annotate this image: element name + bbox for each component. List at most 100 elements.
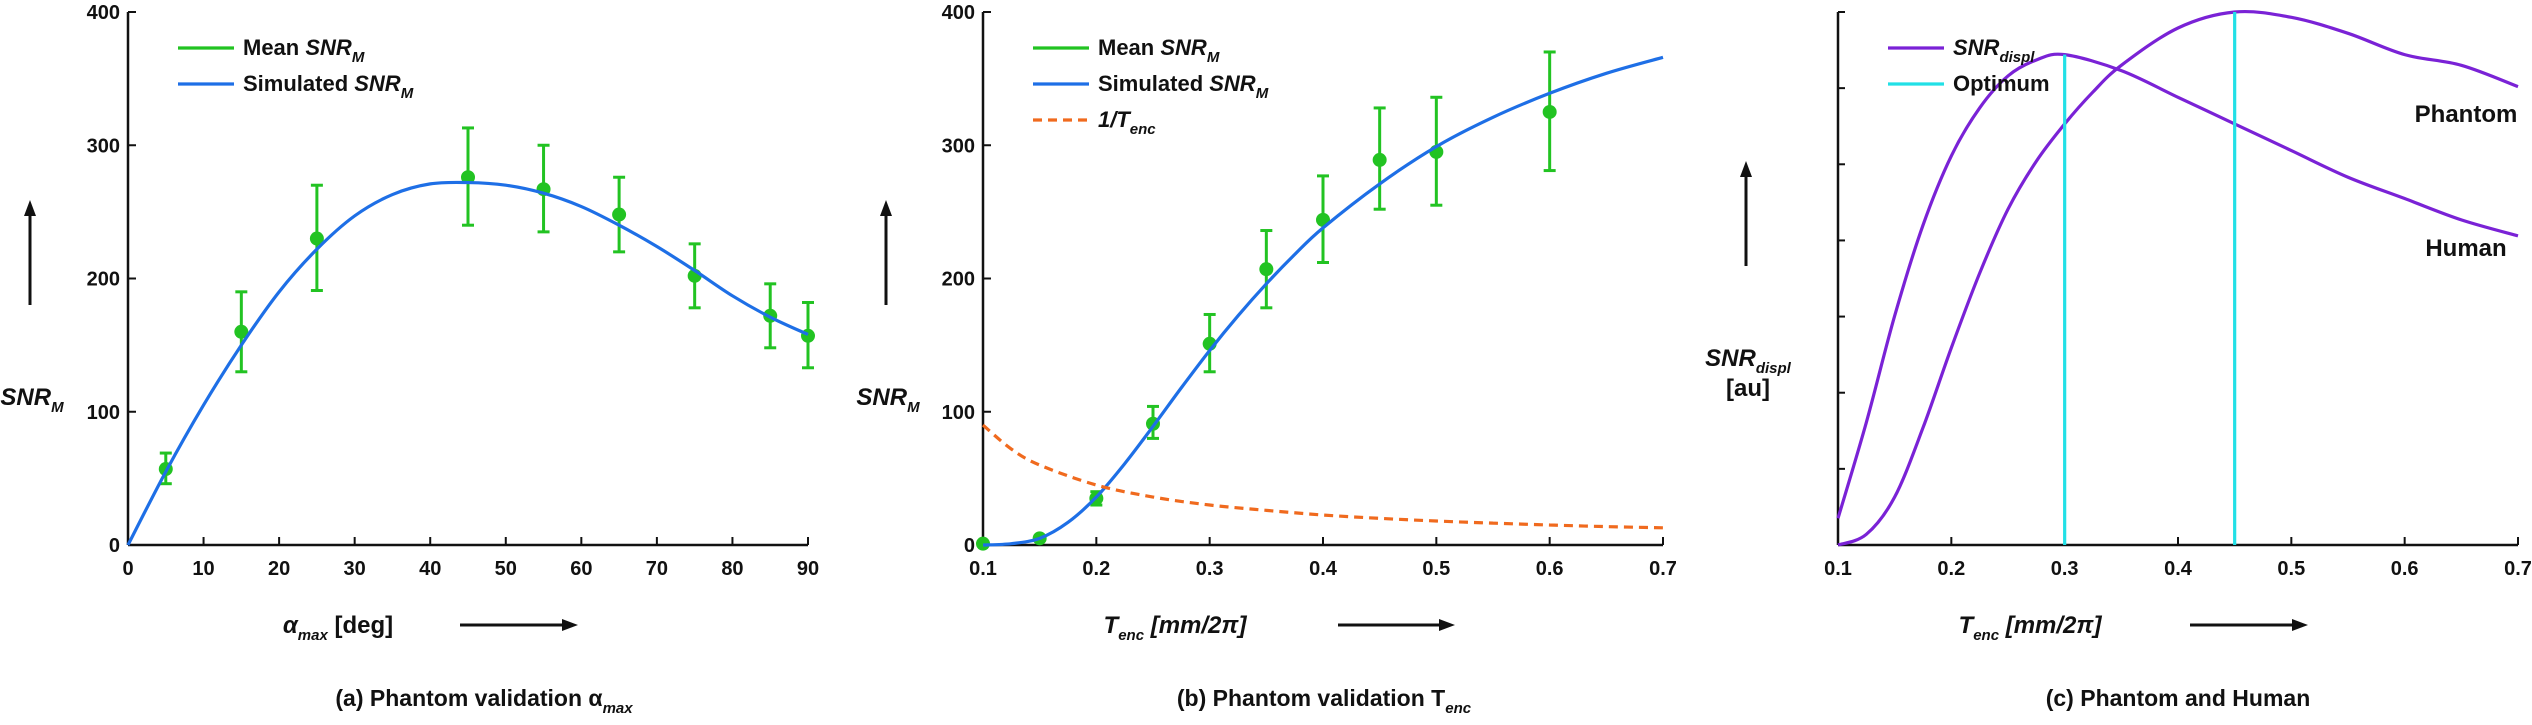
x-tick-label: 80 — [721, 558, 743, 580]
x-axis-label: αmax [deg] — [283, 612, 393, 644]
x-tick-label: 0.6 — [2391, 558, 2419, 580]
panel-caption: (c) Phantom and Human — [2046, 685, 2311, 711]
x-axis-label-main: α — [283, 612, 299, 639]
legend-entry: Mean SNRM — [243, 35, 365, 66]
x-tick-label: 0.3 — [1196, 558, 1224, 580]
legend-entry: Simulated SNRM — [1098, 71, 1269, 102]
legend-entry: SNRdispl — [1953, 35, 2035, 66]
x-tick-label: 0.1 — [1824, 558, 1852, 580]
chart-panel-3: 0.1 0.2 0.3 0.4 0.5 0.6 0.7SNRdisplOptimumTenc… — [1705, 9, 2532, 711]
mean-marker — [309, 231, 324, 246]
x-axis-label-rest: [mm/2π] — [1144, 612, 1247, 639]
legend-name: SNR — [1953, 35, 2000, 60]
legend-name-prefix: Simulated — [243, 71, 354, 96]
x-tick-label: 30 — [344, 558, 366, 580]
x-tick-label: 0.4 — [1309, 558, 1338, 580]
legend-name-sub: displ — [1999, 49, 2035, 66]
x-tick-label: 0.1 — [969, 558, 997, 580]
chart-panel-1: 0 100 200 300 400 0 10 20 30 40 50 60 70 80 90 Mean SNR… — [0, 2, 819, 717]
series-line-simulated — [982, 55, 1664, 547]
x-tick-label: 0.3 — [2051, 558, 2079, 580]
y-axis-label: SNRM — [0, 384, 64, 416]
panel-caption-main: (b) Phantom validation T — [1177, 685, 1445, 711]
x-tick-label: 60 — [570, 558, 592, 580]
legend-name-symbol: SNR — [1209, 71, 1256, 96]
x-axis-label-sub: enc — [1973, 627, 2000, 644]
x-axis-arrow-head — [2292, 619, 2308, 631]
panel-caption: (b) Phantom validation Tenc — [1177, 685, 1472, 717]
legend-name: Optimum — [1953, 71, 2050, 96]
legend-entry: Mean SNRM — [1098, 35, 1220, 66]
x-axis-label-rest: [deg] — [328, 612, 393, 639]
data-point — [461, 126, 475, 227]
legend-name-sub: enc — [1130, 121, 1157, 138]
legend-name-symbol: 1/T — [1098, 107, 1131, 132]
x-tick-label: 0.6 — [1536, 558, 1564, 580]
x-tick-label: 0.2 — [1082, 558, 1110, 580]
panel-caption: (a) Phantom validation αmax — [335, 685, 633, 717]
y-axis-label-main: SNR — [1705, 345, 1756, 372]
data-point — [1316, 174, 1330, 265]
y-tick-label: 300 — [87, 135, 120, 157]
x-tick-label: 0 — [122, 558, 133, 580]
y-tick-label: 0 — [109, 535, 120, 557]
y-axis-arrow-head — [1740, 161, 1752, 177]
x-tick-label: 0.7 — [1649, 558, 1677, 580]
legend-name-prefix: Simulated — [1098, 71, 1209, 96]
legend: SNRdispl Optimum — [1888, 35, 2050, 96]
x-axis-label-main: T — [1959, 612, 1976, 639]
y-tick-label: 100 — [87, 402, 120, 424]
y-axis-arrow-head — [24, 200, 36, 216]
mean-marker — [1372, 152, 1387, 167]
annotation-phantom: Phantom — [2415, 101, 2518, 128]
legend-name-symbol: SNR — [305, 35, 352, 60]
x-tick-label: 90 — [797, 558, 819, 580]
data-point — [1372, 106, 1387, 211]
data-point — [801, 300, 815, 370]
mean-marker — [612, 207, 627, 222]
x-tick-label: 0.4 — [2164, 558, 2193, 580]
legend-name-sub: M — [352, 49, 365, 66]
annotation-human: Human — [2425, 235, 2506, 262]
x-axis-arrow-head — [562, 619, 578, 631]
y-axis-label-main: SNR — [0, 384, 51, 411]
legend-name-symbol: SNR — [354, 71, 401, 96]
data-point — [1202, 312, 1217, 374]
x-tick-label: 50 — [495, 558, 517, 580]
y-axis-label-sub: displ — [1756, 360, 1792, 377]
x-tick-label: 20 — [268, 558, 290, 580]
mean-marker — [461, 170, 475, 185]
y-axis-label-sub: M — [51, 399, 64, 416]
y-axis-label-unit: [au] — [1726, 375, 1770, 402]
x-tick-label: 0.5 — [2277, 558, 2305, 580]
panel-caption-sub: enc — [1445, 700, 1472, 717]
data-point — [687, 242, 702, 310]
y-axis-label-main: SNR — [856, 384, 907, 411]
legend-name-sub: M — [1256, 85, 1269, 102]
panel-caption-main: (a) Phantom validation α — [335, 685, 602, 711]
y-tick-label: 400 — [87, 2, 120, 24]
series-line-simulated — [126, 180, 809, 546]
y-tick-label: 200 — [87, 269, 120, 291]
x-axis-label: Tenc [mm/2π] — [1104, 612, 1248, 644]
series-line-human — [1836, 52, 2519, 519]
x-axis-label-sub: max — [298, 627, 329, 644]
data-point — [309, 183, 324, 292]
x-tick-label: 0.7 — [2504, 558, 2532, 580]
mean-marker — [1259, 262, 1274, 277]
mean-marker — [1542, 104, 1557, 119]
panel-caption-sub: max — [603, 700, 634, 717]
series-line-inverse-tenc — [981, 423, 1664, 530]
data-point — [1259, 229, 1274, 310]
x-axis-label-sub: enc — [1118, 627, 1145, 644]
x-axis-arrow-head — [1439, 619, 1455, 631]
chart-panel-2: 0 100 200 300 400 0.1 0.2 0.3 0.4 0.5 0.6 0.7 Mean S… — [856, 2, 1676, 717]
series-line-phantom — [1837, 9, 2519, 547]
legend: Mean SNRM Simulated SNRM 1/Tenc — [1033, 35, 1269, 138]
data-point — [612, 175, 627, 254]
panel-caption-main: (c) Phantom and Human — [2046, 685, 2311, 711]
y-axis-label: SNRM — [856, 384, 920, 416]
data-point — [1542, 50, 1557, 173]
